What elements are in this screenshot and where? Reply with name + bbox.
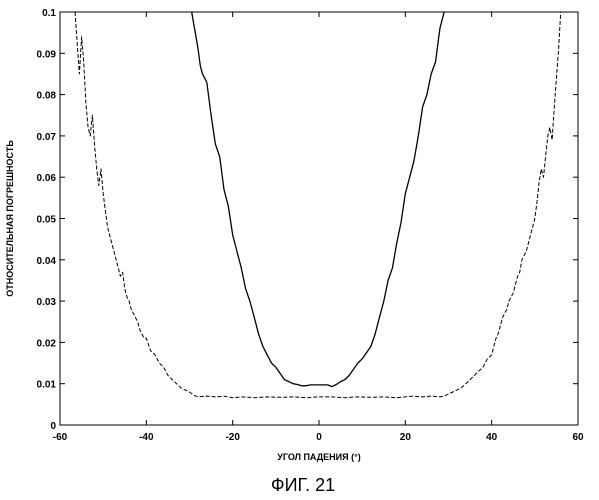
y-tick-label: 0.07 — [37, 132, 57, 143]
y-tick-label: 0.04 — [37, 256, 57, 267]
series-line-dashed — [75, 12, 561, 398]
x-tick-label: 60 — [572, 432, 584, 443]
x-tick-label: -60 — [53, 432, 68, 443]
y-tick-label: 0.02 — [37, 338, 57, 349]
figure-caption: ФИГ. 21 — [271, 475, 335, 495]
series-layer — [75, 12, 561, 398]
y-tick-label: 0.06 — [37, 173, 57, 184]
y-axis-label: ОТНОСИТЕЛЬНАЯ ПОГРЕШНОСТЬ — [5, 140, 15, 297]
x-tick-label: -40 — [139, 432, 154, 443]
y-tick-label: 0.05 — [37, 215, 57, 226]
y-tick-label: 0.08 — [37, 91, 57, 102]
x-axis-label: УГОЛ ПАДЕНИЯ (°) — [277, 452, 360, 462]
x-tick-label: 20 — [400, 432, 412, 443]
y-tick-label: 0 — [50, 421, 56, 432]
y-tick-label: 0.1 — [42, 8, 56, 19]
x-axis: -60 -40 -20 0 20 40 60 — [53, 12, 584, 443]
x-tick-label: 0 — [316, 432, 322, 443]
y-tick-label: 0.01 — [37, 380, 57, 391]
x-tick-label: -20 — [225, 432, 240, 443]
x-tick-label: 40 — [486, 432, 498, 443]
plot-area-frame — [60, 12, 578, 425]
y-axis: 0 0.01 0.02 0.03 0.04 0.05 0.06 0.07 0.08 0.09 0.1 — [37, 8, 578, 432]
y-tick-label: 0.09 — [37, 49, 57, 60]
series-line-solid — [192, 12, 445, 387]
y-tick-label: 0.03 — [37, 297, 57, 308]
